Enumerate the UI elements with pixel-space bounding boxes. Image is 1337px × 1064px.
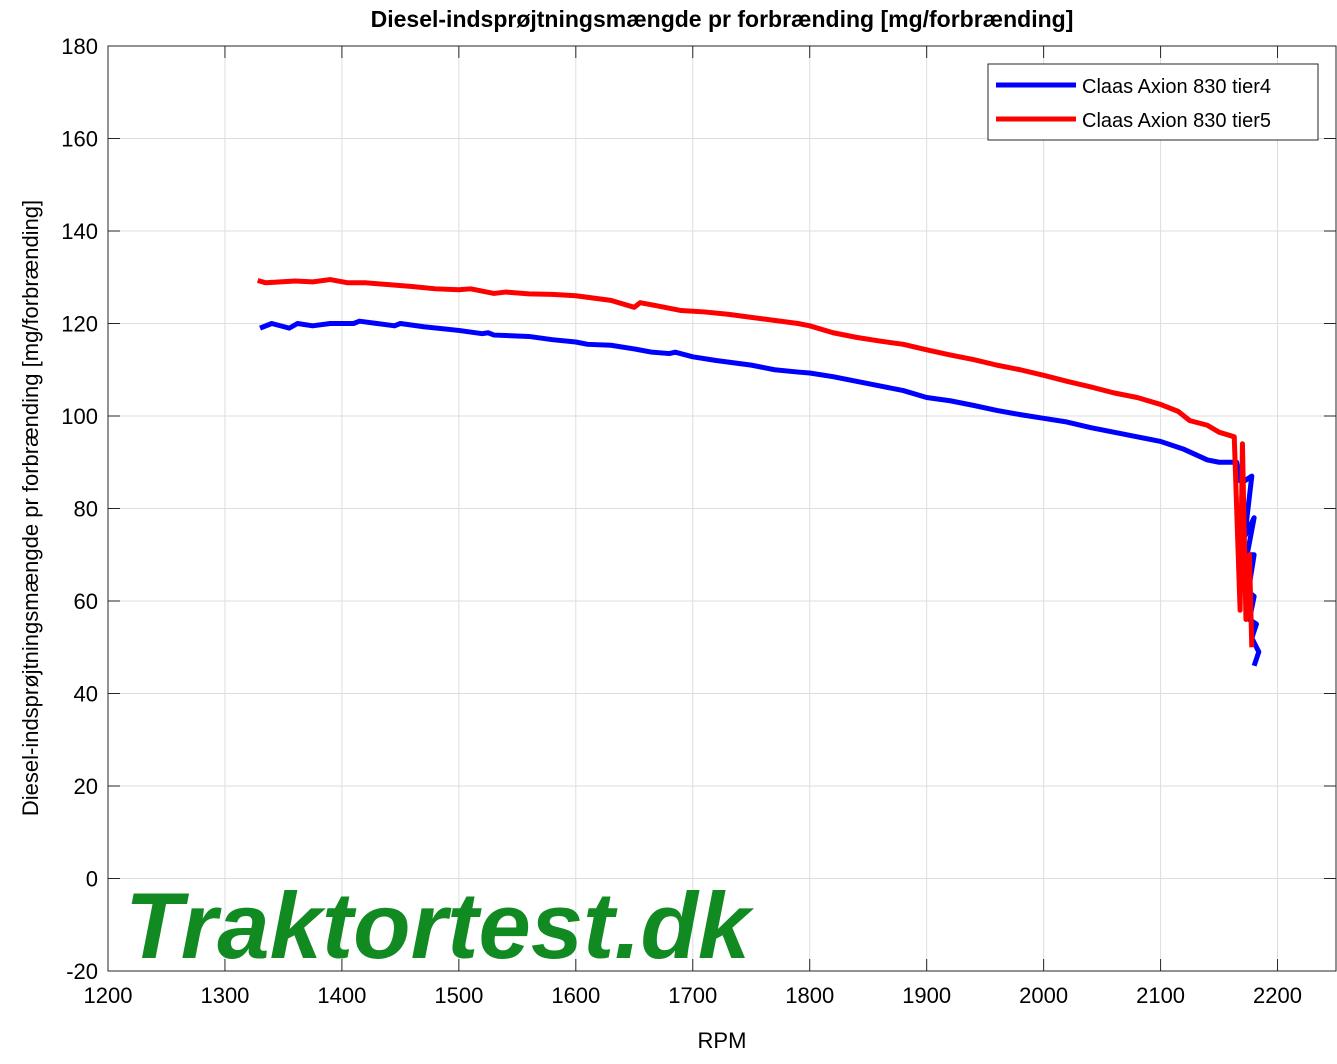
y-tick-label: 0 xyxy=(86,867,98,892)
y-tick-label: 80 xyxy=(74,497,98,522)
series-line xyxy=(259,318,1262,667)
y-tick-label: 140 xyxy=(61,219,98,244)
x-tick-label: 1800 xyxy=(785,983,834,1008)
x-axis-label: RPM xyxy=(698,1028,747,1053)
y-tick-label: 40 xyxy=(74,682,98,707)
chart-title: Diesel-indsprøjtningsmængde pr forbrændi… xyxy=(371,6,1074,32)
x-tick-label: 1200 xyxy=(84,983,133,1008)
legend-box xyxy=(987,63,1319,141)
x-tick-label: 1900 xyxy=(902,983,951,1008)
x-tick-label: 1400 xyxy=(317,983,366,1008)
plot-frame xyxy=(107,45,1337,972)
y-tick-label: 60 xyxy=(74,589,98,614)
y-tick-label: 180 xyxy=(61,34,98,59)
y-axis-label: Diesel-indsprøjtningsmængde pr forbrændi… xyxy=(18,200,43,816)
x-tick-label: 1700 xyxy=(668,983,717,1008)
x-tick-label: 1300 xyxy=(200,983,249,1008)
x-tick-label: 2200 xyxy=(1253,983,1302,1008)
legend-label: Claas Axion 830 tier5 xyxy=(1082,110,1271,132)
x-tick-label: 2100 xyxy=(1136,983,1185,1008)
x-tick-label: 2000 xyxy=(1019,983,1068,1008)
legend-label: Claas Axion 830 tier4 xyxy=(1082,76,1271,98)
series-line xyxy=(257,277,1255,648)
watermark: Traktortest.dk xyxy=(125,873,755,978)
y-tick-label: 160 xyxy=(61,127,98,152)
y-tick-label: -20 xyxy=(66,959,98,984)
x-tick-label: 1500 xyxy=(434,983,483,1008)
y-tick-label: 120 xyxy=(61,312,98,337)
x-tick-label: 1600 xyxy=(551,983,600,1008)
y-tick-label: 100 xyxy=(61,404,98,429)
y-tick-label: 20 xyxy=(74,774,98,799)
